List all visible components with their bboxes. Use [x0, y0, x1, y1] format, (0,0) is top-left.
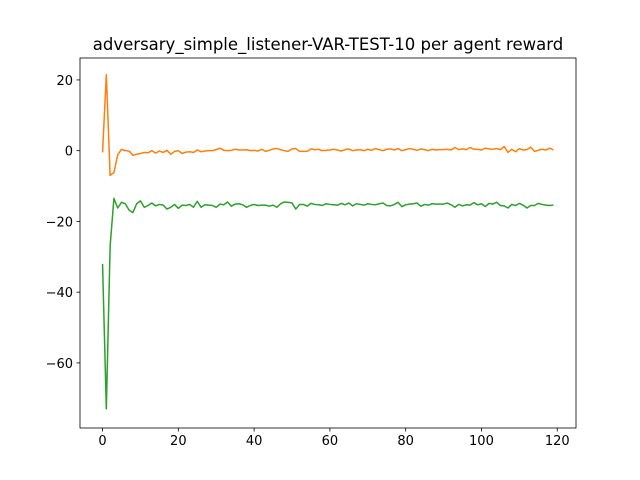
x-tick-label: 80: [397, 434, 414, 449]
line-series: [101, 197, 554, 410]
chart-title: adversary_simple_listener-VAR-TEST-10 pe…: [93, 35, 563, 55]
x-tick-label: 0: [98, 434, 106, 449]
y-tick-label: −60: [46, 357, 73, 372]
plot-frame: [79, 57, 577, 429]
y-tick-label: −40: [46, 286, 73, 301]
x-tick-label: 60: [322, 434, 339, 449]
y-tick-label: 0: [65, 145, 73, 160]
y-tick-label: −20: [46, 215, 73, 230]
x-tick-label: 20: [170, 434, 187, 449]
x-tick-label: 120: [545, 434, 570, 449]
y-tick-label: 20: [56, 74, 73, 89]
x-tick-label: 100: [469, 434, 494, 449]
x-tick-label: 40: [246, 434, 263, 449]
line-series: [101, 73, 554, 177]
